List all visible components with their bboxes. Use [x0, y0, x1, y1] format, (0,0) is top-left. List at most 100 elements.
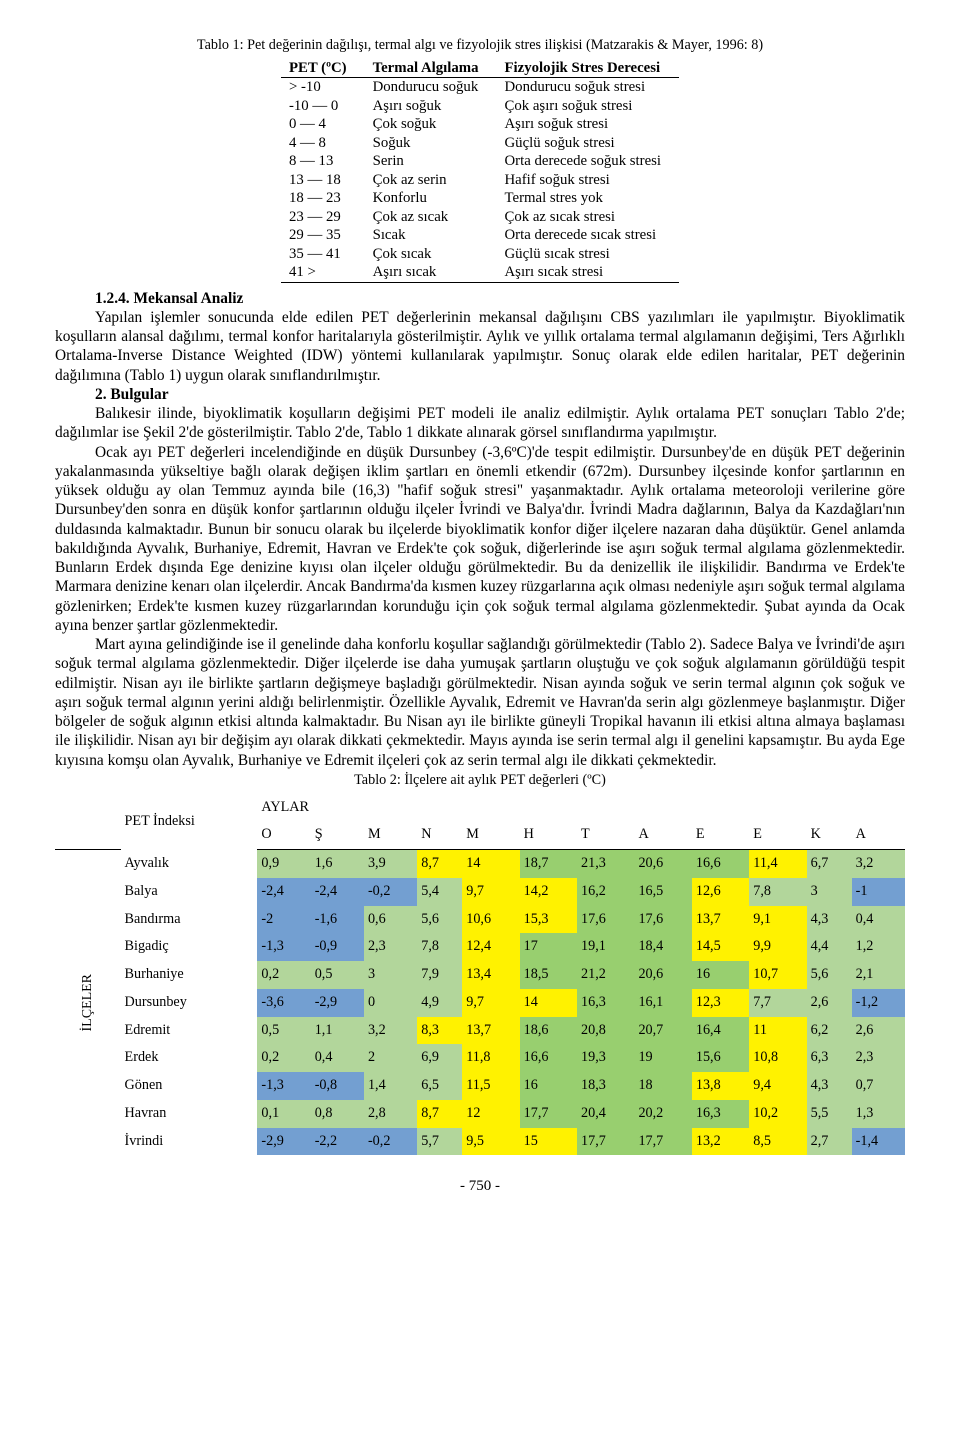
table2-cell: 16,3 [692, 1100, 749, 1128]
table2-cell: 5,4 [417, 878, 462, 906]
table2-row: İLÇELERAyvalık0,91,63,98,71418,721,320,6… [55, 850, 905, 878]
table2-rowname: Erdek [121, 1044, 258, 1072]
table1-cell: 29 — 35 [281, 226, 365, 244]
table2-rowname: Edremit [121, 1017, 258, 1045]
table2-rowname: Havran [121, 1100, 258, 1128]
table1-row: 29 — 35SıcakOrta derecede sıcak stresi [281, 226, 679, 244]
table2-cell: 11,4 [749, 850, 806, 878]
table2-cell: 17,7 [577, 1128, 634, 1156]
table2-cell: 8,3 [417, 1017, 462, 1045]
table2-cell: 13,7 [692, 906, 749, 934]
table2-cell: -1 [852, 878, 905, 906]
table2-row: Edremit0,51,13,28,313,718,620,820,716,41… [55, 1017, 905, 1045]
page-number: - 750 - [55, 1177, 905, 1196]
table1-cell: Aşırı soğuk stresi [497, 115, 680, 133]
table2-rowname: Bigadiç [121, 933, 258, 961]
table2-cell: -2,4 [311, 878, 364, 906]
table2-cell: 12,6 [692, 878, 749, 906]
table2-cell: -0,9 [311, 933, 364, 961]
table1-cell: Serin [365, 152, 497, 170]
table2-cell: 12,3 [692, 989, 749, 1017]
table1-row: 4 — 8SoğukGüçlü soğuk stresi [281, 134, 679, 152]
table1-cell: Çok sıcak [365, 245, 497, 263]
table2-rowname: Balya [121, 878, 258, 906]
table1-cell: Güçlü sıcak stresi [497, 245, 680, 263]
table1-cell: Çok aşırı soğuk stresi [497, 97, 680, 115]
table2-cell: 13,4 [462, 961, 519, 989]
table2-cell: 6,5 [417, 1072, 462, 1100]
table2-cell: 19 [634, 1044, 691, 1072]
table2-cell: 21,3 [577, 850, 634, 878]
table1: PET (ºC) Termal Algılama Fizyolojik Stre… [281, 59, 679, 283]
table2-cell: 2,8 [364, 1100, 417, 1128]
paragraph-1: Yapılan işlemler sonucunda elde edilen P… [55, 308, 905, 385]
table1-cell: Orta derecede sıcak stresi [497, 226, 680, 244]
table2-cell: 20,7 [634, 1017, 691, 1045]
table2-cell: 0 [364, 989, 417, 1017]
table2-cell: 2,3 [852, 1044, 905, 1072]
table1-cell: Çok az sıcak stresi [497, 208, 680, 226]
table2-cell: 3,9 [364, 850, 417, 878]
table2-cell: -1,6 [311, 906, 364, 934]
table1-cell: Aşırı soğuk [365, 97, 497, 115]
table2-cell: 20,6 [634, 850, 691, 878]
table2-cell: 16 [692, 961, 749, 989]
table2-row: İvrindi-2,9-2,2-0,25,79,51517,717,713,28… [55, 1128, 905, 1156]
table2: PET İndeksi AYLAR OŞMNMHTAEEKA İLÇELERAy… [55, 794, 905, 1156]
section-head-2: 2. Bulgular [55, 385, 905, 404]
table2-cell: 19,3 [577, 1044, 634, 1072]
table2-cell: 6,7 [807, 850, 852, 878]
table2-month-head: N [417, 821, 462, 849]
table1-row: 41 >Aşırı sıcakAşırı sıcak stresi [281, 263, 679, 282]
table1-row: -10 — 0Aşırı soğukÇok aşırı soğuk stresi [281, 97, 679, 115]
table2-cell: 18,3 [577, 1072, 634, 1100]
table2-cell: 2,7 [807, 1128, 852, 1156]
table2-month-head: E [749, 821, 806, 849]
table2-cell: 7,8 [749, 878, 806, 906]
table1-cell: 41 > [281, 263, 365, 282]
table2-cell: 16,6 [692, 850, 749, 878]
table2-cell: 14 [520, 989, 577, 1017]
table2-row: Balya-2,4-2,4-0,25,49,714,216,216,512,67… [55, 878, 905, 906]
table2-cell: -2,9 [311, 989, 364, 1017]
table2-rowname: Gönen [121, 1072, 258, 1100]
table1-row: 13 — 18Çok az serinHafif soğuk stresi [281, 171, 679, 189]
table2-cell: 16,5 [634, 878, 691, 906]
table2-cell: 0,5 [257, 1017, 310, 1045]
table2-cell: 18,7 [520, 850, 577, 878]
table2-cell: 4,4 [807, 933, 852, 961]
table2-cell: 0,2 [257, 1044, 310, 1072]
table2-cell: 4,3 [807, 906, 852, 934]
table2-cell: 13,2 [692, 1128, 749, 1156]
table2-cell: 8,7 [417, 850, 462, 878]
table2-cell: 14,2 [520, 878, 577, 906]
table2-rowname: Burhaniye [121, 961, 258, 989]
table2-cell: 0,5 [311, 961, 364, 989]
table2-cell: 17,7 [634, 1128, 691, 1156]
table1-cell: 13 — 18 [281, 171, 365, 189]
table2-row: Erdek0,20,426,911,816,619,31915,610,86,3… [55, 1044, 905, 1072]
table2-month-head: Ş [311, 821, 364, 849]
table2-cell: 3,2 [852, 850, 905, 878]
table2-side-label: İLÇELER [55, 850, 121, 1156]
table1-cell: > -10 [281, 78, 365, 97]
table1-row: 0 — 4Çok soğukAşırı soğuk stresi [281, 115, 679, 133]
table2-cell: 9,7 [462, 878, 519, 906]
table2-cell: 0,4 [852, 906, 905, 934]
table2-cell: 4,9 [417, 989, 462, 1017]
table2-month-head: E [692, 821, 749, 849]
table2-cell: -2,2 [311, 1128, 364, 1156]
table2-cell: 10,8 [749, 1044, 806, 1072]
table2-row: Havran0,10,82,88,71217,720,420,216,310,2… [55, 1100, 905, 1128]
table1-cell: Aşırı sıcak [365, 263, 497, 282]
table2-cell: 15,3 [520, 906, 577, 934]
table1-caption: Tablo 1: Pet değerinin dağılışı, termal … [55, 37, 905, 55]
table2-cell: 0,2 [257, 961, 310, 989]
table2-cell: 15,6 [692, 1044, 749, 1072]
table1-cell: Dondurucu soğuk stresi [497, 78, 680, 97]
table1-cell: Aşırı sıcak stresi [497, 263, 680, 282]
table2-cell: 16,3 [577, 989, 634, 1017]
table2-cell: 0,1 [257, 1100, 310, 1128]
table2-cell: 6,9 [417, 1044, 462, 1072]
table2-cell: 1,3 [852, 1100, 905, 1128]
